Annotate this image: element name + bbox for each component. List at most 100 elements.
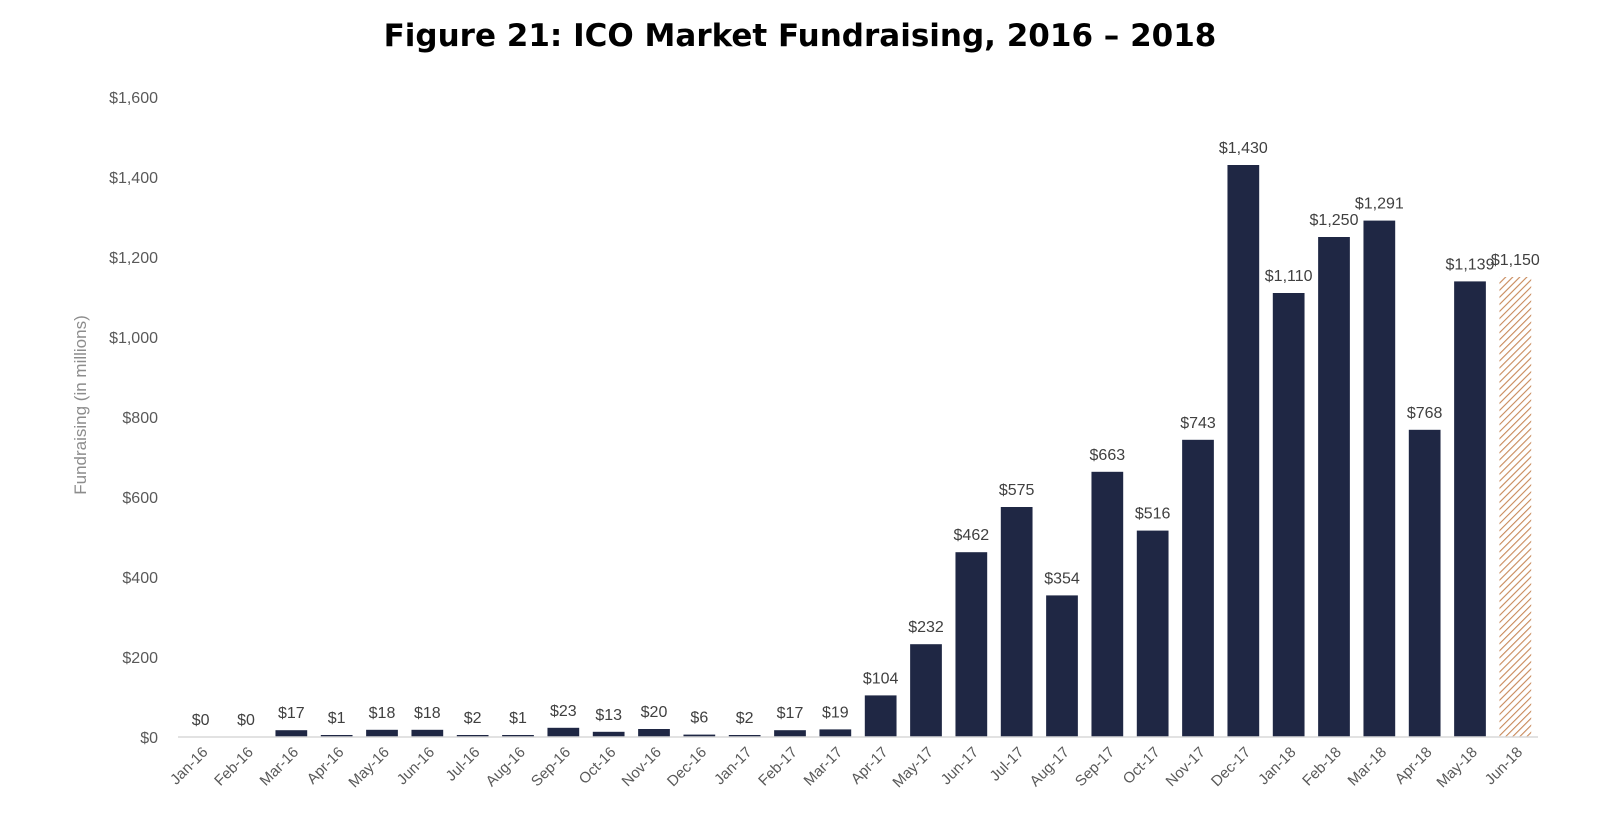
bar [1182,439,1214,737]
data-label: $18 [369,705,396,722]
data-label: $17 [278,705,305,722]
data-label: $104 [863,670,899,687]
data-labels: $0 $0 $17 $1 $18 $18 $2 $1 $23 $13 $20 $6 $2 $17 $19 $1… [192,140,1540,729]
bar [864,695,897,737]
x-tick-label: Oct-17 [1120,744,1164,788]
x-tick-label: Feb-18 [1299,744,1345,790]
data-label: $18 [414,705,441,722]
data-label: $354 [1044,570,1080,587]
data-label: $2 [736,710,754,727]
y-tick-label: $200 [122,650,158,667]
bar [1000,507,1033,737]
data-label: $1 [328,710,346,727]
x-tick-label: Sep-16 [528,744,574,790]
bar [275,730,308,737]
data-label: $1,250 [1310,212,1359,229]
x-tick-label: May-18 [1433,744,1480,791]
data-label: $1,150 [1491,252,1540,269]
bar [1046,595,1078,737]
bar [1363,220,1396,738]
data-label: $663 [1090,447,1126,464]
x-tick-label: Dec-16 [664,744,710,790]
data-label: $743 [1180,415,1216,432]
bar [1408,429,1441,737]
y-tick-label: $800 [122,410,158,427]
y-tick-label: $0 [140,730,158,747]
data-label: $2 [464,710,482,727]
x-tick-label: Nov-17 [1163,744,1209,790]
y-axis-label: Fundraising (in millions) [71,315,90,495]
bar [547,727,580,737]
bar [955,552,988,737]
data-label: $1,110 [1265,268,1313,285]
x-tick-label: Jul-17 [987,744,1028,785]
y-tick-label: $600 [122,490,158,507]
data-label: $462 [954,527,990,544]
data-label: $1,430 [1219,140,1268,157]
data-label: $575 [999,482,1035,499]
y-tick-label: $1,200 [109,250,158,267]
data-label: $0 [192,712,210,729]
x-tick-label: Jan-18 [1255,744,1299,788]
bar [411,729,444,737]
x-tick-label: Jun-17 [938,744,982,788]
data-label: $0 [237,712,255,729]
y-axis: $0 $200 $400 $600 $800 $1,000 $1,200 $1,400 $1,6… [109,90,158,747]
bar [1136,530,1169,737]
bar [910,644,942,737]
x-tick-label: Aug-17 [1027,744,1073,790]
bar [502,735,534,737]
bars-group [275,165,1532,738]
data-label: $768 [1407,405,1443,422]
x-tick-label: Aug-16 [483,744,529,790]
data-label: $1,291 [1355,196,1404,213]
x-tick-label: Mar-18 [1345,744,1391,790]
bar [774,730,806,737]
x-tick-label: Jun-16 [394,744,438,788]
y-tick-label: $1,400 [109,170,158,187]
bar [638,729,670,737]
y-tick-label: $1,600 [109,90,158,107]
x-tick-label: May-16 [345,744,392,791]
y-tick-label: $1,000 [109,330,158,347]
x-tick-label: Jan-16 [167,744,211,788]
bar [1091,471,1124,737]
chart-title: Figure 21: ICO Market Fundraising, 2016 … [383,18,1217,54]
bar [683,734,716,737]
data-label: $6 [690,710,708,727]
bar [728,735,761,737]
x-tick-label: Dec-17 [1208,744,1254,790]
bar-projected [1499,277,1532,737]
x-tick-label: Apr-16 [304,744,348,788]
x-tick-label: Apr-17 [848,744,892,788]
x-tick-label: Jan-17 [711,744,755,788]
x-tick-label: Mar-16 [257,744,303,790]
data-label: $232 [908,619,944,636]
x-tick-label: Oct-16 [576,744,620,788]
x-tick-label: Apr-18 [1392,744,1436,788]
data-label: $13 [595,707,622,724]
x-tick-label: Mar-17 [801,744,847,790]
bar [1318,237,1350,737]
data-label: $516 [1135,506,1171,523]
x-tick-label: Feb-16 [211,744,257,790]
bar [456,735,489,737]
bar [592,731,625,737]
data-label: $1,139 [1446,256,1495,273]
bar [1272,293,1305,737]
x-tick-label: Sep-17 [1072,744,1118,790]
data-label: $20 [641,704,668,721]
data-label: $1 [509,710,527,727]
x-tick-label: May-17 [889,744,936,791]
x-tick-label: Jul-16 [443,744,484,785]
bar [1454,281,1486,737]
x-tick-label: Nov-16 [619,744,665,790]
y-tick-label: $400 [122,570,158,587]
bar [819,729,852,737]
data-label: $17 [777,705,804,722]
bar [320,735,353,737]
bar [1227,165,1260,737]
x-tick-label: Feb-17 [755,744,801,790]
